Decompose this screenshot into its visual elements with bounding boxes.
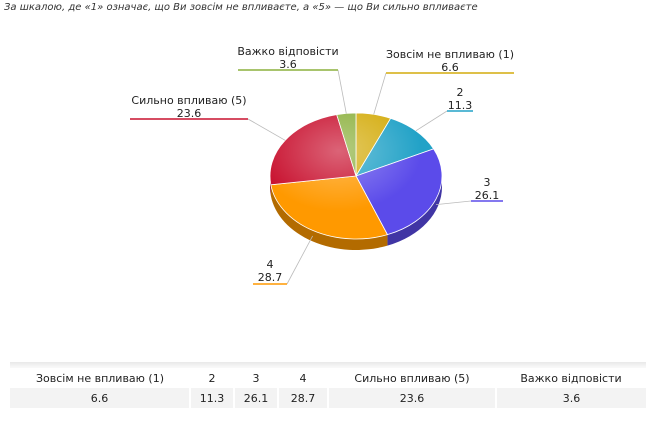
table-row: 6.6 11.3 26.1 28.7 23.6 3.6	[10, 388, 646, 408]
label-box	[236, 43, 340, 72]
label-box	[128, 92, 250, 121]
slice-value-label: 3.6	[279, 58, 297, 71]
slice-value-label: 26.1	[475, 189, 500, 202]
label-box	[251, 256, 289, 286]
leader-line	[415, 110, 448, 132]
pie-slice-label: Зовсім не впливаю (1)6.6	[373, 46, 516, 115]
slice-name-label: Важко відповісти	[237, 45, 338, 58]
chart-caption: За шкалою, де «1» означає, що Ви зовсім …	[4, 2, 478, 13]
pie-slice-label: 326.1	[435, 174, 505, 206]
table-separator	[10, 362, 646, 368]
leader-line	[435, 200, 472, 206]
data-table: Зовсім не впливаю (1) 2 3 4 Сильно вплив…	[10, 368, 646, 408]
table-value-cell: 11.3	[189, 388, 234, 408]
table-header-cell: 4	[299, 371, 307, 385]
leader-line	[286, 235, 314, 285]
slice-name-label: 3	[484, 176, 491, 189]
slice-value-label: 11.3	[448, 99, 473, 112]
label-box	[445, 84, 475, 113]
slice-name-label: Сильно впливаю (5)	[131, 94, 246, 107]
pie-slice-label: 211.3	[415, 84, 475, 132]
slice-value-label: 23.6	[177, 107, 202, 120]
pie-slice-label: 428.7	[251, 235, 314, 286]
slice-value-label: 6.6	[441, 61, 459, 74]
table-header-cell: 3	[252, 371, 260, 385]
slice-value-label: 28.7	[258, 271, 283, 284]
label-box	[469, 174, 505, 203]
table-header-row: Зовсім не впливаю (1) 2 3 4 Сильно вплив…	[10, 368, 646, 388]
leader-line	[337, 69, 347, 114]
pie-slice-label: Сильно впливаю (5)23.6	[128, 92, 286, 141]
pie-chart: Зовсім не впливаю (1)6.6211.3326.1428.7С…	[128, 43, 516, 286]
table-header-cell: Зовсім не впливаю (1)	[35, 371, 165, 385]
data-table-wrapper: Зовсім не впливаю (1) 2 3 4 Сильно вплив…	[10, 362, 646, 408]
table-header-cell: Важко відповісти	[520, 371, 622, 385]
leader-line	[247, 118, 286, 141]
leader-line	[373, 72, 387, 115]
table-value-cell: 23.6	[327, 388, 496, 408]
slice-name-label: 2	[457, 86, 464, 99]
slice-name-label: Зовсім не впливаю (1)	[386, 48, 514, 61]
table-value-cell: 3.6	[495, 388, 646, 408]
table-value-cell: 26.1	[233, 388, 278, 408]
table-value-cell: 28.7	[277, 388, 328, 408]
table-value-cell: 6.6	[10, 388, 190, 408]
table-header-cell: Сильно впливаю (5)	[354, 371, 470, 385]
slice-name-label: 4	[267, 258, 274, 271]
table-header-cell: 2	[208, 371, 216, 385]
label-box	[384, 46, 516, 75]
